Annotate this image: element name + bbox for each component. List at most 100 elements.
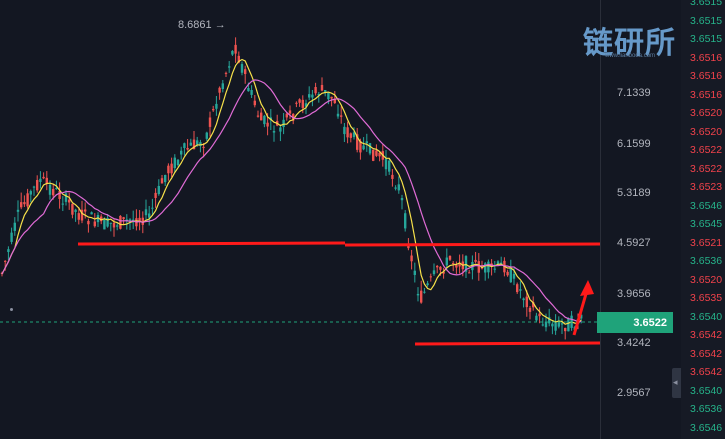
candle-body xyxy=(442,271,445,274)
candle-body xyxy=(468,272,471,274)
candle-body xyxy=(455,265,458,268)
candle-body xyxy=(64,193,68,202)
candle-body xyxy=(103,218,106,230)
current-price-badge: 3.6522 xyxy=(597,312,673,333)
orderbook-price: 3.6520 xyxy=(690,273,723,286)
orderbook-price: 3.6536 xyxy=(690,255,723,267)
candle-body xyxy=(333,98,336,104)
candle-body xyxy=(298,99,301,103)
price-axis[interactable]: 7.1339 6.1599 5.3189 4.5927 3.9656 3.424… xyxy=(600,0,672,439)
candle-body xyxy=(77,213,80,220)
candle-body xyxy=(10,232,13,242)
candle-body xyxy=(256,115,260,117)
candle-body xyxy=(279,127,282,132)
candle-body xyxy=(224,72,228,74)
moving-average-slow xyxy=(1,79,582,323)
candle-body xyxy=(170,163,173,174)
candle-body xyxy=(541,324,544,326)
candle-body xyxy=(288,110,292,114)
candle-body xyxy=(464,256,468,272)
price-axis-label: 4.5927 xyxy=(617,237,651,249)
candle-body xyxy=(512,273,516,279)
candle-body xyxy=(122,217,125,220)
candle-body xyxy=(74,209,77,212)
candle-body xyxy=(343,126,346,135)
candle-body xyxy=(90,212,93,215)
orderbook-price: 3.6540 xyxy=(690,384,723,397)
candle-body xyxy=(119,215,122,229)
candle-body xyxy=(61,203,64,205)
orderbook-price: 3.6521 xyxy=(690,236,723,249)
candle-body xyxy=(141,217,144,225)
orderbook-price: 3.6516 xyxy=(690,70,723,82)
orderbook-price: 3.6515 xyxy=(690,0,723,8)
orderbook-price: 3.6515 xyxy=(690,14,723,27)
candle-body xyxy=(327,92,330,100)
candle-body xyxy=(253,100,256,106)
candle-body xyxy=(148,213,151,218)
orderbook-price: 3.6516 xyxy=(690,88,723,101)
candle-body xyxy=(384,158,388,170)
candle-body xyxy=(413,270,416,275)
orderbook-price: 3.6546 xyxy=(690,199,723,212)
candle-body xyxy=(160,178,164,184)
candle-body xyxy=(567,318,570,332)
candle-body xyxy=(439,266,442,270)
candle-body xyxy=(548,317,551,324)
candle-body xyxy=(164,174,167,183)
orderbook-price: 3.6520 xyxy=(690,107,723,119)
candle-body xyxy=(23,202,26,205)
candle-body xyxy=(400,197,404,201)
candle-body xyxy=(487,261,490,273)
candle-body xyxy=(125,219,128,221)
orderbook-price: 3.6536 xyxy=(690,403,723,415)
candle-body xyxy=(29,191,32,195)
candle-body xyxy=(112,222,116,228)
candle-body xyxy=(221,83,224,89)
candle-body xyxy=(144,209,148,216)
candle-body xyxy=(445,257,448,266)
candle-body xyxy=(365,141,368,144)
candle-body xyxy=(580,314,583,319)
candle-body xyxy=(39,178,42,182)
candle-body xyxy=(391,174,394,179)
candle-body xyxy=(407,245,410,249)
watermark-logo: 链研所 www.lianboda.com xyxy=(583,18,708,60)
candle-body xyxy=(234,44,237,54)
orderbook-price: 3.6523 xyxy=(690,181,723,193)
candle-body xyxy=(484,263,487,273)
candle-body xyxy=(109,222,112,224)
candle-body xyxy=(244,69,247,75)
candle-body xyxy=(557,320,560,327)
candle-body xyxy=(509,267,512,283)
price-axis-label: 2.9567 xyxy=(617,387,651,399)
price-axis-label: 7.1339 xyxy=(617,87,651,99)
candle-body xyxy=(263,115,266,125)
candle-body xyxy=(458,263,461,267)
orderbook-price: 3.6515 xyxy=(690,33,723,45)
candle-body xyxy=(138,217,141,222)
orderbook-price: 3.6540 xyxy=(690,310,723,323)
scroll-right-tab[interactable]: ◂ xyxy=(672,368,681,398)
candle-body xyxy=(359,141,362,153)
candle-body xyxy=(477,261,480,273)
candle-body xyxy=(173,157,176,169)
candle-body xyxy=(336,113,340,117)
candle-body xyxy=(205,132,208,139)
candle-body xyxy=(20,202,23,208)
candle-body xyxy=(452,262,455,264)
candle-body xyxy=(349,133,352,138)
candle-body xyxy=(535,315,538,321)
candle-body xyxy=(93,221,96,227)
candle-body xyxy=(167,165,170,174)
candle-body xyxy=(410,255,413,262)
candlestick-chart[interactable] xyxy=(0,0,600,439)
candle-body xyxy=(282,119,285,128)
candle-body xyxy=(560,323,564,325)
candle-body xyxy=(215,103,218,109)
candle-body xyxy=(340,115,343,117)
candle-body xyxy=(128,219,132,222)
crosshair-dot xyxy=(10,308,13,311)
candle-body xyxy=(538,313,541,317)
candle-body xyxy=(183,143,186,149)
